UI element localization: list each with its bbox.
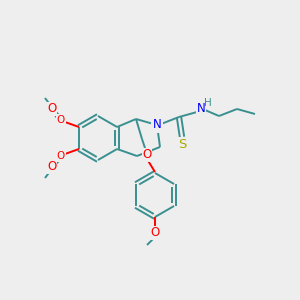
Text: N: N [153, 118, 161, 131]
Text: S: S [178, 139, 186, 152]
Text: O: O [47, 103, 57, 116]
Text: N: N [196, 101, 206, 115]
Text: methyl: methyl [49, 112, 53, 114]
Text: O: O [57, 151, 65, 161]
Text: O: O [57, 115, 65, 125]
Text: O: O [150, 226, 160, 239]
Text: O: O [47, 160, 57, 173]
Text: ₃: ₃ [50, 103, 54, 112]
Text: H: H [204, 98, 212, 108]
Text: O: O [142, 148, 152, 161]
